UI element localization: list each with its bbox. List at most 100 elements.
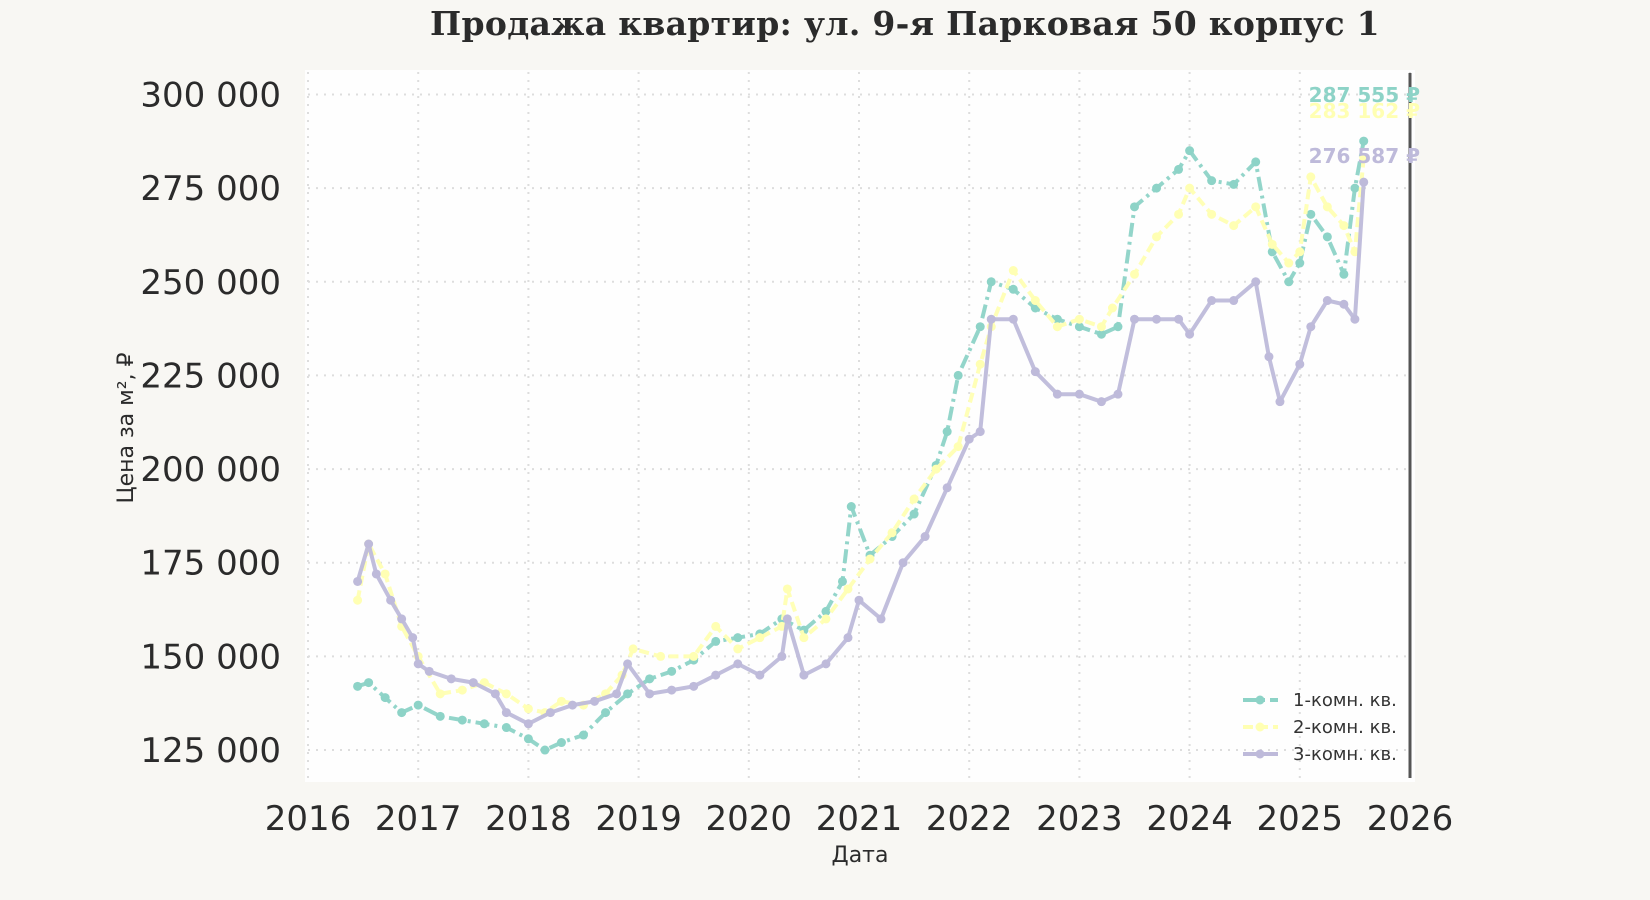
data-point (782, 614, 792, 624)
data-point (975, 322, 985, 332)
data-point (628, 644, 638, 654)
data-point (1251, 202, 1261, 212)
data-point (1152, 183, 1162, 193)
data-point (1207, 296, 1217, 306)
y-tick-label: 300 000 (140, 75, 281, 115)
x-tick-label: 2024 (1146, 799, 1233, 839)
data-point (1074, 322, 1084, 332)
data-point (887, 528, 897, 538)
data-point (689, 681, 699, 691)
data-point (711, 670, 721, 680)
data-point (1008, 314, 1018, 324)
data-point (545, 708, 555, 718)
data-point (1359, 177, 1369, 187)
data-point (623, 659, 633, 669)
data-point (942, 483, 952, 493)
data-point (353, 576, 363, 586)
data-point (1339, 299, 1349, 309)
data-point (501, 708, 511, 718)
data-point (667, 666, 677, 676)
data-point (1052, 322, 1062, 332)
data-point (1350, 314, 1360, 324)
data-point (1096, 329, 1106, 339)
y-tick-label: 125 000 (140, 731, 281, 771)
data-point (755, 633, 765, 643)
data-point (1152, 232, 1162, 242)
data-point (353, 595, 363, 605)
data-point (909, 494, 919, 504)
data-point (501, 723, 511, 733)
data-point (821, 659, 831, 669)
data-point (413, 659, 423, 669)
legend-marker (1255, 722, 1265, 732)
legend-marker (1255, 749, 1265, 759)
data-point (556, 696, 566, 706)
data-point (501, 689, 511, 699)
data-point (942, 427, 952, 437)
data-point (523, 734, 533, 744)
y-tick-label: 275 000 (140, 169, 281, 209)
data-point (799, 670, 809, 680)
x-tick-label: 2021 (816, 799, 903, 839)
data-point (413, 700, 423, 710)
data-point (986, 314, 996, 324)
x-tick-label: 2019 (595, 799, 682, 839)
data-point (782, 584, 792, 594)
data-point (579, 730, 588, 740)
data-point (846, 502, 856, 512)
data-point (371, 569, 381, 579)
data-point (1174, 164, 1184, 174)
data-point (711, 636, 721, 646)
data-point (837, 576, 847, 586)
data-point (1030, 296, 1040, 306)
data-point (1107, 303, 1117, 313)
data-point (755, 670, 765, 680)
x-tick-label: 2025 (1257, 799, 1344, 839)
data-point (1229, 179, 1239, 189)
data-point (1322, 296, 1332, 306)
data-point (1113, 322, 1123, 332)
series-line (355, 182, 1366, 726)
data-point (1306, 172, 1316, 182)
x-axis-label: Дата (832, 843, 889, 868)
data-point (1074, 314, 1084, 324)
data-point (1185, 183, 1195, 193)
data-point (931, 464, 941, 474)
x-tick-label: 2026 (1367, 799, 1454, 839)
data-point (733, 633, 743, 643)
data-point (468, 678, 478, 688)
data-point (457, 715, 467, 725)
data-point (1284, 258, 1294, 268)
y-axis-ticks: 125 000 150 000 175 000 200 000 225 000 250 0… (140, 75, 281, 771)
data-point (364, 678, 374, 688)
data-point (1052, 389, 1062, 399)
data-point (1295, 258, 1305, 268)
data-point (446, 674, 456, 684)
data-point (612, 689, 622, 699)
x-tick-label: 2018 (485, 799, 572, 839)
data-point (1306, 209, 1316, 219)
data-point (1251, 157, 1261, 167)
series-2 (353, 153, 1369, 718)
data-point (1275, 397, 1285, 407)
data-point (898, 558, 908, 568)
data-point (1251, 277, 1261, 287)
chart-title: Продажа квартир: ул. 9-я Парковая 50 кор… (430, 4, 1380, 43)
x-tick-label: 2022 (926, 799, 1013, 839)
y-tick-label: 200 000 (140, 450, 281, 490)
series-end-label: 287 555 ₽ (1309, 83, 1420, 107)
data-point (1096, 322, 1106, 332)
data-point (689, 651, 699, 661)
data-point (1229, 221, 1239, 231)
data-point (656, 651, 666, 661)
data-point (1052, 314, 1062, 324)
data-point (1130, 202, 1139, 212)
data-point (1008, 284, 1018, 294)
y-tick-label: 225 000 (140, 356, 281, 396)
data-point (953, 370, 963, 380)
end-labels: 287 555 ₽283 162 ₽ 276 587 ₽ (1309, 83, 1420, 168)
data-point (364, 539, 374, 549)
data-point (1185, 146, 1195, 156)
series-3 (353, 177, 1369, 729)
